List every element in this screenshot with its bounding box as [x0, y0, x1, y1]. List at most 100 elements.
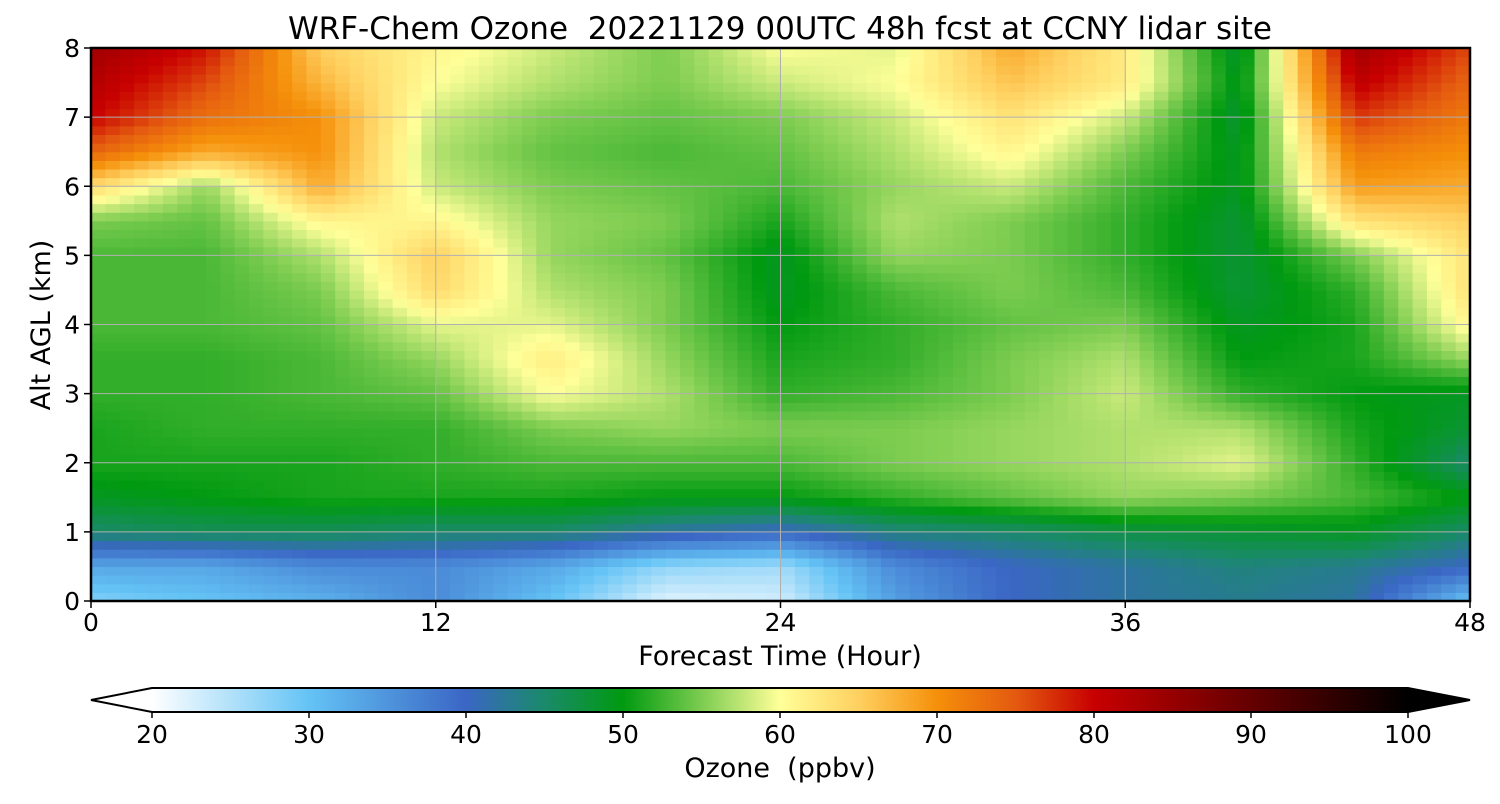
ozone-cell — [1326, 333, 1342, 343]
ozone-cell — [191, 281, 207, 291]
ozone-cell — [593, 194, 609, 205]
ozone-cell — [694, 514, 710, 524]
ozone-cell — [837, 462, 853, 472]
ozone-cell — [1268, 238, 1284, 248]
ozone-cell — [234, 505, 250, 516]
ozone-cell — [1110, 350, 1126, 360]
ozone-cell — [1010, 367, 1026, 377]
ozone-cell — [1355, 333, 1371, 343]
ozone-cell — [794, 566, 810, 576]
ozone-cell — [866, 246, 882, 256]
ozone-cell — [1340, 480, 1356, 490]
ozone-cell — [292, 583, 308, 593]
ozone-cell — [220, 238, 236, 248]
ozone-cell — [723, 376, 738, 386]
ozone-cell — [306, 402, 322, 412]
ozone-cell — [1110, 177, 1126, 187]
ozone-cell — [1139, 229, 1155, 239]
ozone-cell — [1096, 471, 1112, 481]
ozone-cell — [1326, 281, 1342, 291]
ozone-cell — [1096, 359, 1112, 369]
ozone-cell — [1268, 540, 1284, 550]
ozone-cell — [134, 307, 150, 317]
ozone-cell — [421, 160, 437, 170]
ozone-cell — [952, 298, 968, 308]
ozone-cell — [1039, 341, 1055, 352]
ozone-cell — [794, 212, 810, 222]
ozone-cell — [464, 410, 480, 421]
ozone-cell — [349, 471, 365, 481]
ozone-cell — [450, 186, 466, 196]
ozone-cell — [1225, 307, 1241, 317]
ozone-cell — [593, 505, 609, 516]
ozone-cell — [521, 324, 537, 334]
ozone-cell — [363, 367, 379, 377]
ozone-cell — [1125, 462, 1141, 472]
ozone-cell — [1153, 428, 1169, 438]
ozone-cell — [134, 238, 150, 248]
ozone-cell — [205, 531, 221, 542]
ozone-cell — [723, 246, 738, 256]
ozone-cell — [493, 177, 509, 187]
ozone-cell — [751, 186, 767, 196]
ozone-cell — [493, 160, 509, 170]
ozone-cell — [349, 566, 365, 576]
ozone-cell — [378, 419, 394, 429]
ozone-cell — [363, 220, 379, 231]
ozone-cell — [105, 143, 121, 153]
ozone-cell — [1326, 497, 1342, 507]
ozone-cell — [349, 359, 365, 369]
ozone-cell — [881, 350, 897, 360]
ozone-cell — [1225, 255, 1241, 265]
ozone-cell — [1441, 402, 1457, 412]
ozone-cell — [148, 212, 164, 222]
ozone-cell — [1426, 264, 1442, 274]
ozone-cell — [1110, 445, 1126, 455]
ozone-cell — [694, 220, 710, 231]
ozone-cell — [1441, 246, 1457, 256]
ozone-cell — [493, 419, 509, 429]
ozone-cell — [450, 307, 466, 317]
ozone-cell — [780, 229, 796, 239]
ozone-cell — [1268, 505, 1284, 516]
ozone-cell — [292, 194, 308, 205]
ozone-cell — [1039, 592, 1055, 601]
ozone-cell — [1082, 505, 1098, 516]
ozone-cell — [277, 575, 293, 585]
ozone-cell — [1340, 462, 1356, 472]
ozone-cell — [679, 436, 695, 447]
ozone-cell — [924, 255, 940, 265]
ozone-cell — [249, 497, 264, 507]
ozone-cell — [263, 229, 279, 239]
ozone-cell — [1039, 410, 1055, 421]
ozone-cell — [1455, 480, 1470, 490]
ozone-cell — [1268, 454, 1284, 464]
ozone-cell — [1039, 488, 1055, 498]
ozone-cell — [1340, 194, 1356, 205]
ozone-cell — [521, 402, 537, 412]
ozone-cell — [435, 151, 451, 161]
ozone-cell — [320, 186, 336, 196]
ozone-cell — [119, 402, 135, 412]
ozone-cell — [536, 402, 552, 412]
ozone-cell — [938, 592, 954, 601]
ozone-cell — [134, 272, 150, 282]
ozone-cell — [1039, 540, 1055, 550]
ozone-cell — [392, 359, 408, 369]
ozone-cell — [1441, 410, 1457, 421]
ozone-cell — [1326, 238, 1342, 248]
ozone-cell — [162, 419, 178, 429]
ozone-cell — [780, 488, 796, 498]
ozone-cell — [766, 281, 782, 291]
ozone-cell — [837, 264, 853, 274]
ozone-cell — [306, 583, 322, 593]
ozone-cell — [249, 566, 264, 576]
ozone-cell — [119, 367, 135, 377]
ozone-cell — [162, 160, 178, 170]
ozone-cell — [1441, 376, 1457, 386]
ozone-cell — [1197, 255, 1213, 265]
ozone-cell — [162, 168, 178, 179]
ozone-cell — [220, 289, 236, 300]
ozone-cell — [378, 531, 394, 542]
ozone-cell — [306, 488, 322, 498]
